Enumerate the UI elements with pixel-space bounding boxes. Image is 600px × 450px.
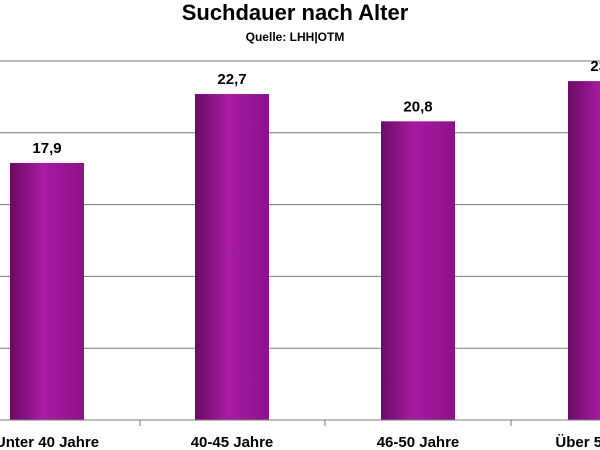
gridlines bbox=[0, 60, 600, 349]
bar-value-label: 23,6 bbox=[590, 58, 600, 75]
x-axis: Unter 40 Jahre 40-45 Jahre 46-50 Jahre Über… bbox=[0, 419, 600, 450]
bar-value-label: 17,9 bbox=[32, 140, 61, 157]
x-tick-label: 40-45 Jahre bbox=[191, 434, 274, 450]
x-tick-label: 46-50 Jahre bbox=[377, 434, 460, 450]
chart-title: Suchdauer nach Alter bbox=[181, 0, 409, 25]
bar bbox=[381, 121, 455, 420]
bar-value-label: 22,7 bbox=[217, 71, 246, 88]
x-tick-label: Unter 40 Jahre bbox=[0, 434, 99, 450]
bar-value-label: 20,8 bbox=[403, 98, 432, 115]
value-labels: 17,9 22,7 20,8 23,6 bbox=[32, 58, 600, 157]
bars bbox=[10, 81, 600, 420]
chart-subtitle: Quelle: LHH|OTM bbox=[245, 30, 345, 44]
bar bbox=[10, 162, 84, 420]
bar bbox=[195, 94, 269, 420]
bar bbox=[568, 81, 600, 420]
x-tick-label: Über 50 Jahre bbox=[555, 434, 600, 450]
